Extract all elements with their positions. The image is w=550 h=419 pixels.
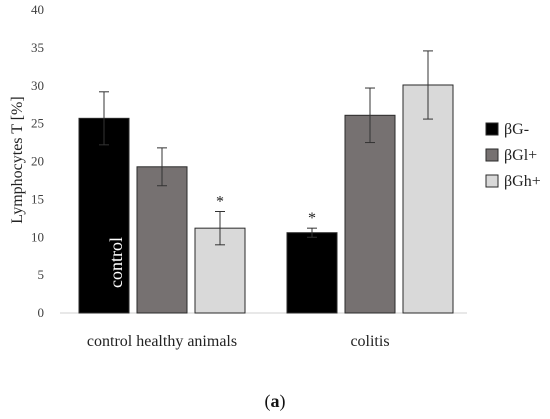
y-tick-label: 25	[31, 116, 44, 131]
legend-swatch	[485, 174, 499, 188]
legend-label: βG-	[504, 121, 529, 138]
significance-star: *	[216, 193, 224, 210]
significance-star: *	[308, 210, 316, 227]
error-bars	[99, 50, 433, 246]
x-axis-categories: control healthy animals colitis	[87, 333, 390, 350]
y-tick-label: 30	[31, 78, 44, 93]
legend-swatch	[485, 148, 499, 162]
bar-inline-label: control	[106, 237, 126, 288]
caption-open: (	[265, 391, 271, 412]
figure-caption: (a)	[265, 391, 286, 412]
y-tick-label: 5	[38, 267, 45, 282]
category-label: colitis	[350, 333, 389, 350]
legend-label: βGl+	[504, 147, 537, 164]
y-axis-title: Lymphocytes T [%]	[9, 96, 26, 223]
bars	[78, 84, 454, 314]
bar	[286, 232, 338, 314]
legend-swatch	[485, 122, 499, 136]
bar	[78, 117, 130, 314]
bar	[344, 114, 396, 314]
y-axis-ticks: 0 5 10 15 20 25 30 35 40	[31, 2, 44, 320]
y-tick-label: 35	[31, 40, 44, 55]
bar	[136, 166, 188, 314]
y-tick-label: 40	[31, 2, 44, 17]
significance-markers: **	[216, 193, 316, 227]
caption-label: a	[271, 391, 280, 411]
y-tick-label: 0	[38, 305, 45, 320]
category-label: control healthy animals	[87, 333, 237, 350]
legend-label: βGh+	[504, 173, 541, 190]
y-tick-label: 15	[31, 191, 44, 206]
y-tick-label: 10	[31, 229, 44, 244]
legend: βG-βGl+ βGh+	[485, 121, 541, 190]
caption-close: )	[280, 391, 286, 412]
y-tick-label: 20	[31, 154, 44, 169]
